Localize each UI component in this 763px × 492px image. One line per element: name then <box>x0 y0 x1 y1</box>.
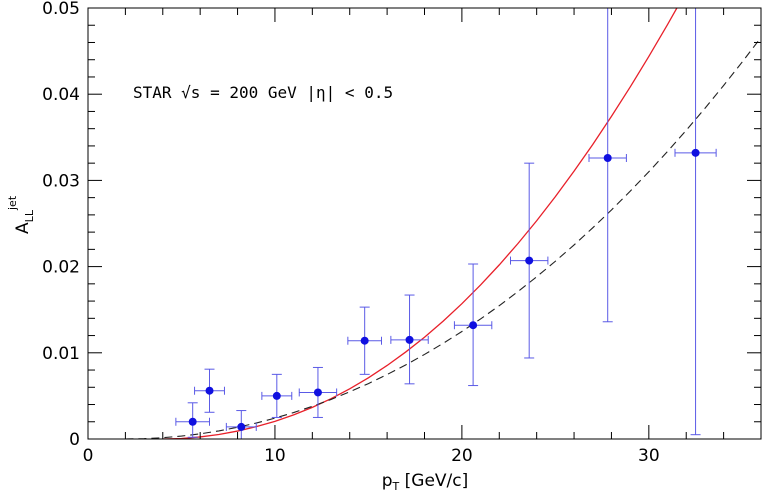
x-axis-title: pT [GeV/c] <box>382 471 469 492</box>
y-tick-label: 0.03 <box>42 171 80 191</box>
x-tick-label: 10 <box>264 446 286 466</box>
data-point <box>194 368 225 413</box>
point-marker <box>469 321 478 330</box>
x-axis-title-rest: [GeV/c] <box>399 471 468 491</box>
y-axis-title-sup: jet <box>6 195 19 211</box>
plot-frame <box>87 7 762 440</box>
data-point <box>674 7 717 436</box>
y-axis-title-main: A <box>13 222 33 234</box>
x-tick-label: 20 <box>451 446 473 466</box>
point-marker <box>360 336 369 345</box>
x-tick-label: 30 <box>638 446 660 466</box>
point-marker <box>313 388 322 397</box>
point-marker <box>525 256 534 265</box>
point-marker <box>205 386 214 395</box>
axes: 0 10 20 30 0 0.01 0.02 0.03 0.04 0.05 <box>42 0 762 466</box>
data-point <box>588 7 627 323</box>
y-tick-label: 0.05 <box>42 0 80 19</box>
x-tick-label: 0 <box>83 446 94 466</box>
point-marker <box>272 391 281 400</box>
x-axis-title-sub: T <box>392 480 400 492</box>
y-tick-label: 0.01 <box>42 344 80 364</box>
point-marker <box>405 335 414 344</box>
y-axis-title-sub: LL <box>23 209 36 222</box>
svg-text:ALL: ALL <box>13 209 36 234</box>
point-marker <box>237 422 246 431</box>
data-point <box>347 306 383 375</box>
y-tick-label: 0.02 <box>42 258 80 278</box>
annotation: STAR √s = 200 GeV |η| < 0.5 <box>133 83 393 102</box>
data-points <box>175 7 717 440</box>
theory-curves <box>125 8 761 439</box>
y-tick-label: 0.04 <box>42 85 80 105</box>
y-axis-title: ALL jet <box>6 195 36 234</box>
point-marker <box>188 417 197 426</box>
data-point <box>509 162 549 359</box>
y-tick-label: 0 <box>69 430 80 450</box>
data-point <box>453 263 493 387</box>
solid-theory-curve <box>162 8 678 439</box>
point-marker <box>691 148 700 157</box>
data-point <box>298 366 338 418</box>
dashed-theory-curve <box>125 37 761 439</box>
data-point <box>175 402 211 438</box>
data-point <box>261 373 293 418</box>
point-marker <box>603 153 612 162</box>
x-axis-title-main: p <box>382 471 393 491</box>
data-point <box>390 294 429 385</box>
data-point <box>225 410 257 440</box>
